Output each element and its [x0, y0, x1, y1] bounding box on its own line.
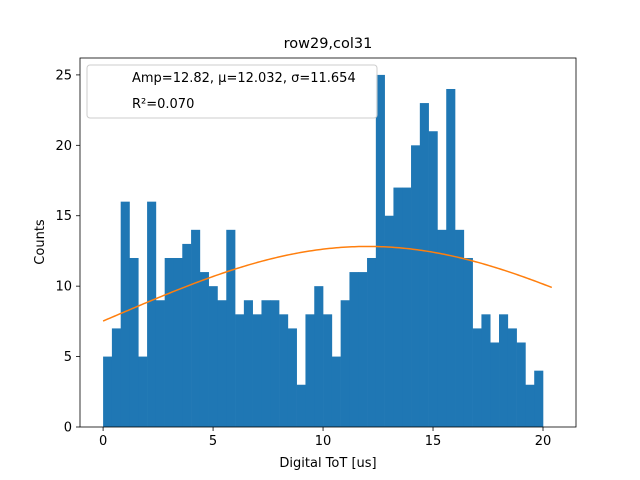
histogram-bar [323, 314, 333, 427]
histogram-bar [437, 229, 447, 427]
x-tick-label: 10 [315, 434, 332, 449]
x-tick-label: 0 [99, 434, 107, 449]
y-tick-label: 0 [64, 421, 72, 436]
histogram-bar [103, 356, 113, 427]
histogram-bar [287, 328, 297, 427]
histogram-bar [402, 187, 412, 427]
histogram-bar [199, 272, 209, 427]
x-tick-label: 20 [535, 434, 552, 449]
histogram-bar [129, 257, 139, 427]
legend-fit-params: Amp=12.82, μ=12.032, σ=11.654 [132, 71, 356, 86]
gaussian-fit-curve [102, 245, 553, 322]
histogram-bar [507, 328, 517, 427]
histogram-bar [516, 342, 526, 427]
legend-r-squared: R²=0.070 [132, 97, 194, 112]
chart-title: row29,col31 [284, 36, 373, 52]
histogram-bar [499, 314, 509, 427]
histogram-bars [103, 74, 544, 428]
x-tick-label: 5 [209, 434, 217, 449]
histogram-bar [279, 314, 289, 427]
legend-box [86, 64, 378, 119]
histogram-bar [340, 300, 350, 427]
histogram-bar [147, 201, 157, 427]
y-tick-label: 20 [55, 139, 72, 154]
histogram-bar [243, 300, 253, 427]
plot-frame [79, 57, 577, 428]
histogram-bar [111, 328, 121, 427]
histogram-bar [375, 74, 385, 428]
histogram-bar [455, 229, 465, 427]
histogram-bar [428, 131, 438, 428]
x-tick-label: 15 [425, 434, 442, 449]
y-axis-ticks: 0 5 10 15 20 25 [55, 68, 80, 436]
legend: Amp=12.82, μ=12.032, σ=11.654 R²=0.070 [86, 64, 378, 119]
histogram-bar [384, 215, 394, 427]
histogram-bar [358, 272, 368, 427]
histogram-bar [235, 314, 245, 427]
histogram-bar [138, 356, 148, 427]
histogram-bar [120, 201, 130, 427]
histogram-bar [270, 300, 280, 427]
histogram-bar [393, 187, 403, 427]
histogram-bar [534, 370, 544, 427]
y-tick-label: 5 [64, 350, 72, 365]
histogram-bar [296, 384, 306, 427]
histogram-bar [217, 300, 227, 427]
histogram-bar [472, 328, 482, 427]
y-tick-label: 10 [55, 280, 72, 295]
histogram-bar [226, 229, 236, 427]
x-axis-ticks: 0 5 10 15 20 [99, 427, 551, 449]
histogram-bar [419, 103, 429, 428]
histogram-bar [314, 286, 324, 427]
histogram-bar [164, 257, 174, 427]
histogram-bar [305, 314, 315, 427]
x-axis-label: Digital ToT [us] [279, 456, 376, 471]
y-axis-label: Counts [33, 219, 48, 265]
histogram-bar [446, 88, 456, 427]
histogram-bar [261, 300, 271, 427]
histogram-bar [463, 257, 473, 427]
histogram-bar [208, 286, 218, 427]
histogram-bar [490, 342, 500, 427]
histogram-bar [525, 384, 535, 427]
histogram-bar [252, 314, 262, 427]
histogram-bar [411, 145, 421, 427]
histogram-bar [191, 229, 201, 427]
y-tick-label: 15 [55, 209, 72, 224]
histogram-bar [331, 356, 341, 427]
histogram-bar [367, 257, 377, 427]
histogram-bar [349, 272, 359, 427]
histogram-bar [182, 243, 192, 427]
histogram-bar [173, 257, 183, 427]
histogram-bar [155, 300, 165, 427]
histogram-bar [481, 314, 491, 427]
y-tick-label: 25 [55, 68, 72, 83]
